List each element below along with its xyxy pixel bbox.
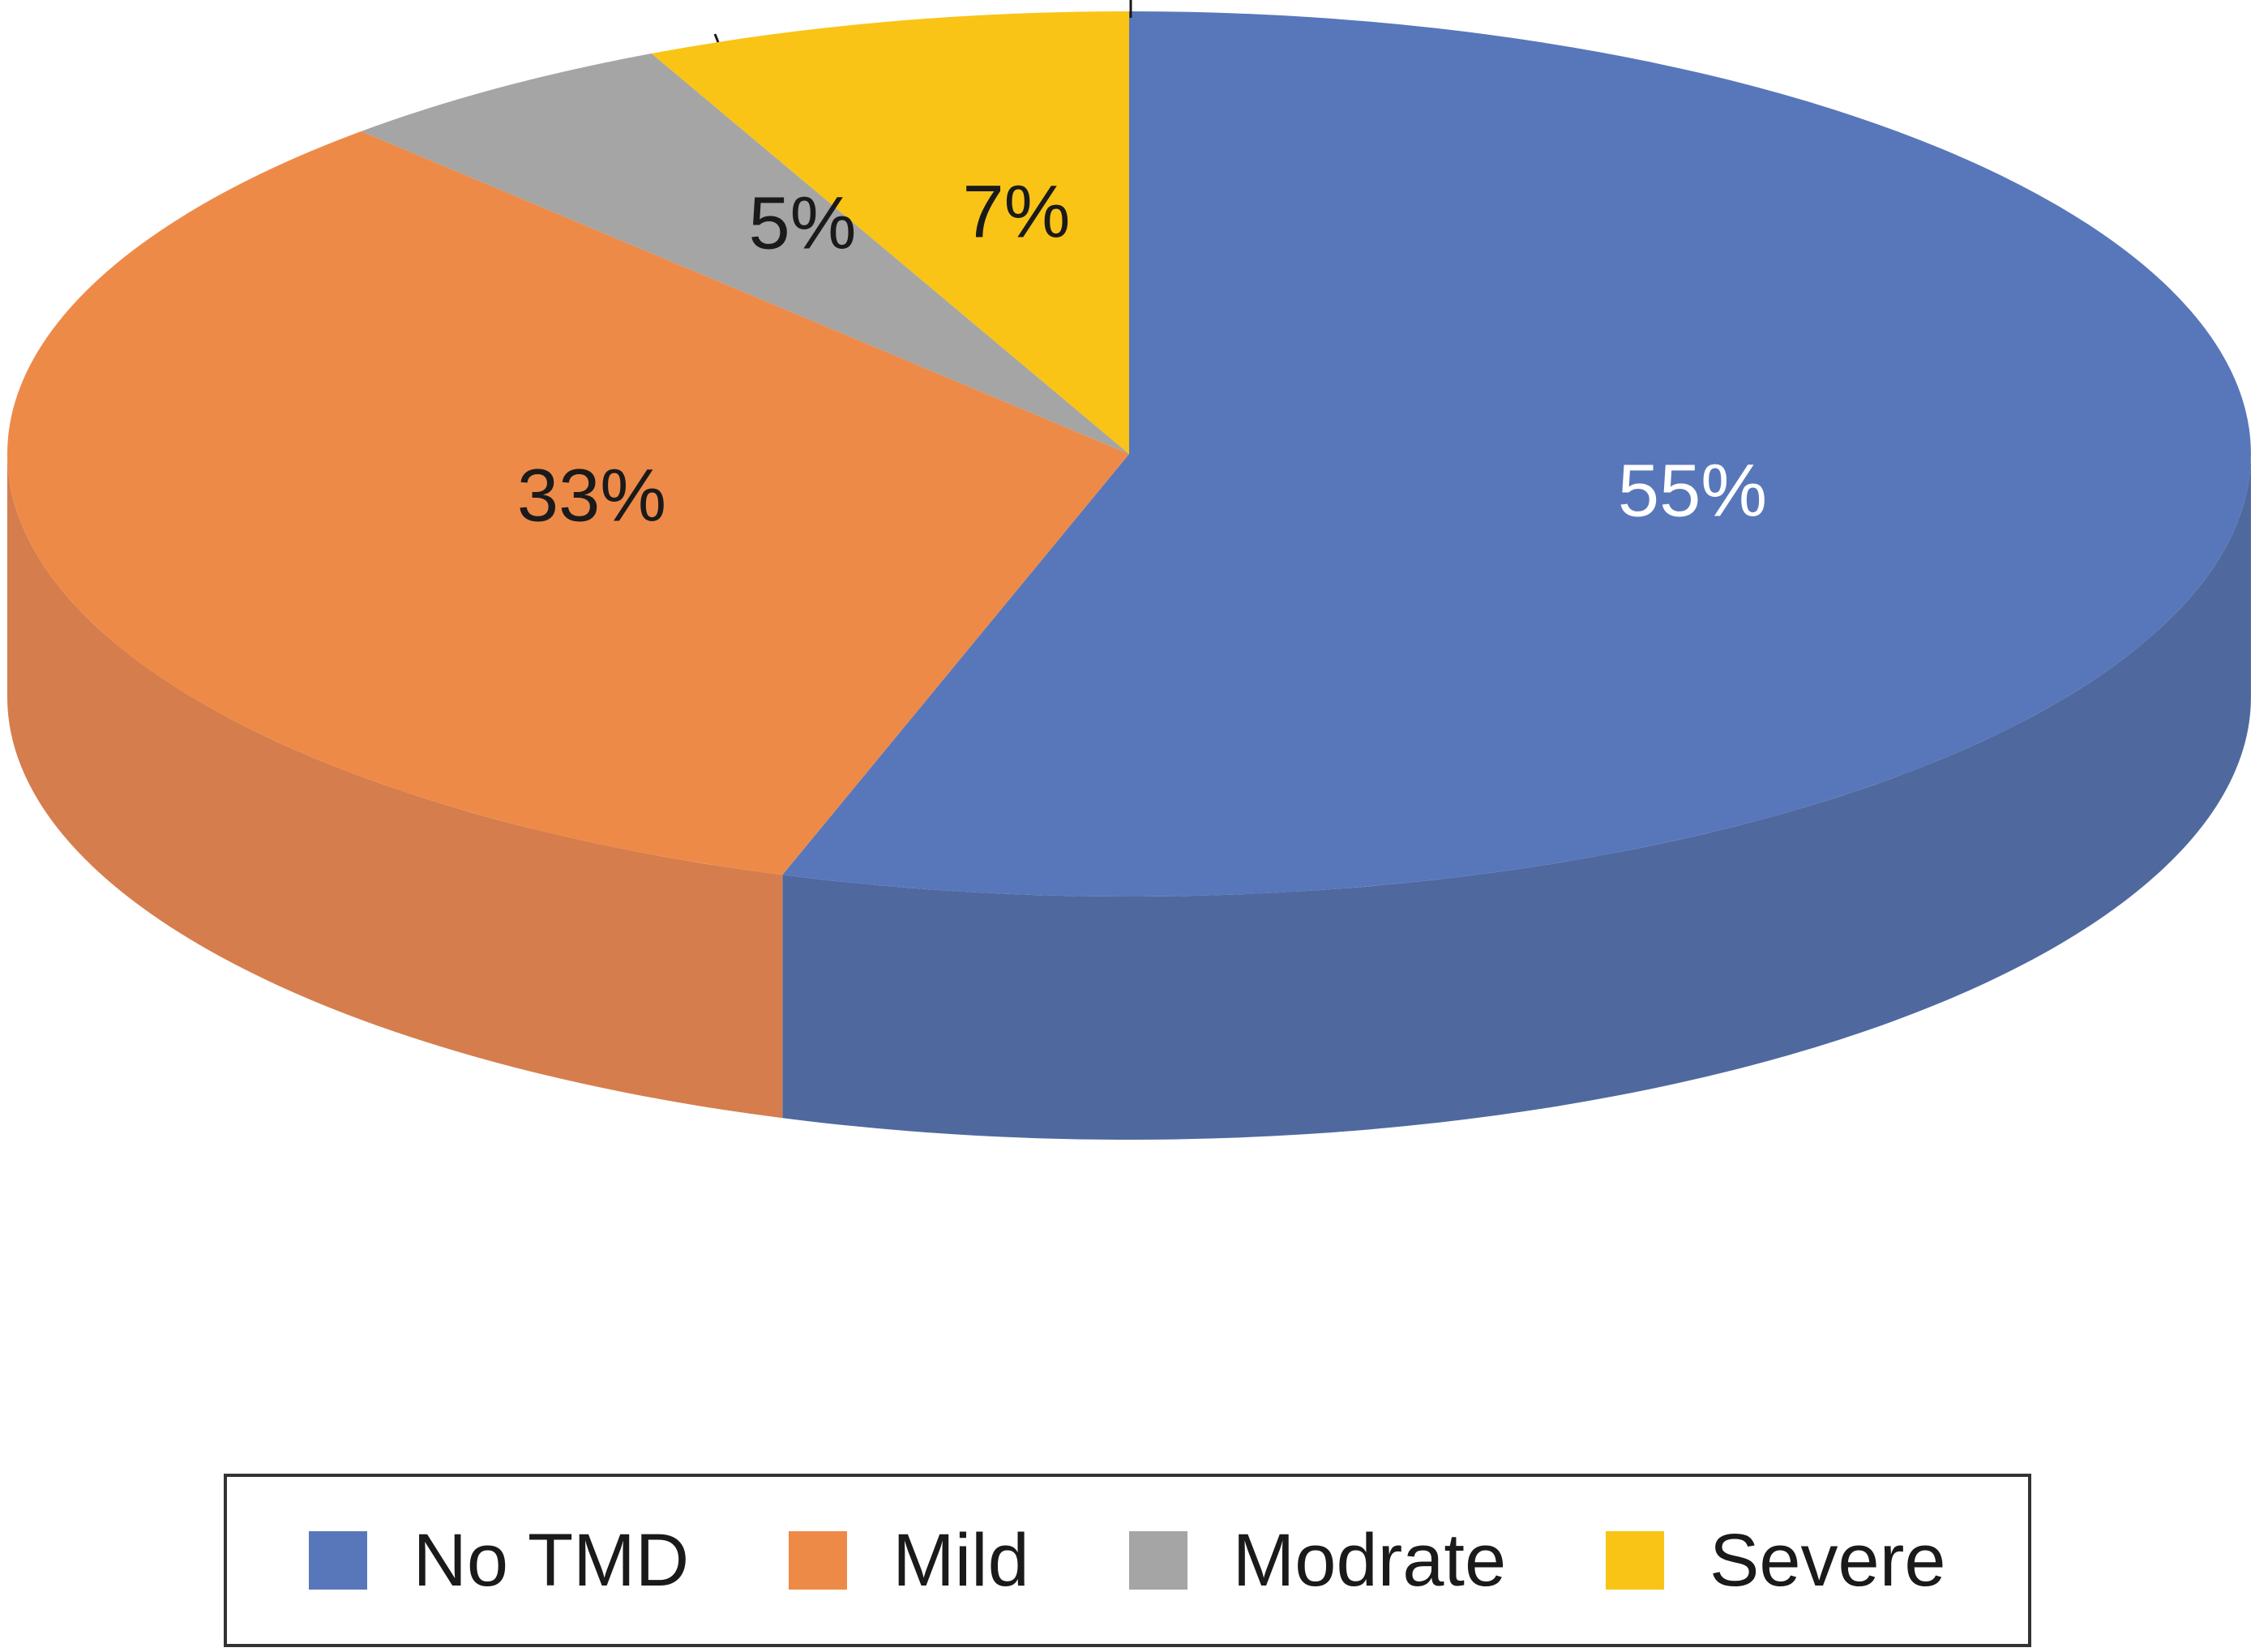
legend-label-mild: Mild: [892, 1518, 1029, 1602]
legend-label-no-tmd: No TMD: [413, 1518, 690, 1602]
pie-side-no-tmd: [782, 454, 2251, 1140]
legend-swatch-severe: [1606, 1531, 1665, 1590]
data-label-severe: 7%: [963, 170, 1071, 253]
pie-slices: [6, 11, 2252, 897]
pie-slice-mild[interactable]: [6, 131, 1129, 875]
legend-swatch-no-tmd: [309, 1531, 368, 1590]
legend-item-modrate[interactable]: Modrate: [1128, 1518, 1507, 1603]
pie-side-walls: [7, 454, 2251, 1140]
legend-item-severe[interactable]: Severe: [1606, 1518, 1946, 1603]
legend-item-mild[interactable]: Mild: [789, 1518, 1029, 1603]
legend-label-severe: Severe: [1709, 1518, 1946, 1602]
pie-side-mild: [7, 454, 783, 1119]
legend-label-modrate: Modrate: [1232, 1518, 1507, 1602]
pie-slice-modrate[interactable]: [361, 53, 1129, 455]
legend-swatch-mild: [789, 1531, 848, 1590]
legend: No TMD Mild Modrate Severe: [224, 1474, 2031, 1647]
pie-slice-no-tmd[interactable]: [782, 11, 2252, 897]
pie-slice-severe[interactable]: [651, 11, 1129, 454]
data-label-no-tmd: 55%: [1618, 449, 1767, 532]
data-label-modrate: 5%: [749, 182, 857, 264]
data-label-mild: 33%: [517, 454, 666, 537]
leader-lines: [713, 0, 1132, 43]
legend-item-no-tmd[interactable]: No TMD: [309, 1518, 689, 1603]
leader-line-1: [713, 33, 720, 43]
data-labels: 55% 33% 5% 7%: [517, 170, 1767, 537]
legend-swatch-modrate: [1128, 1531, 1187, 1590]
